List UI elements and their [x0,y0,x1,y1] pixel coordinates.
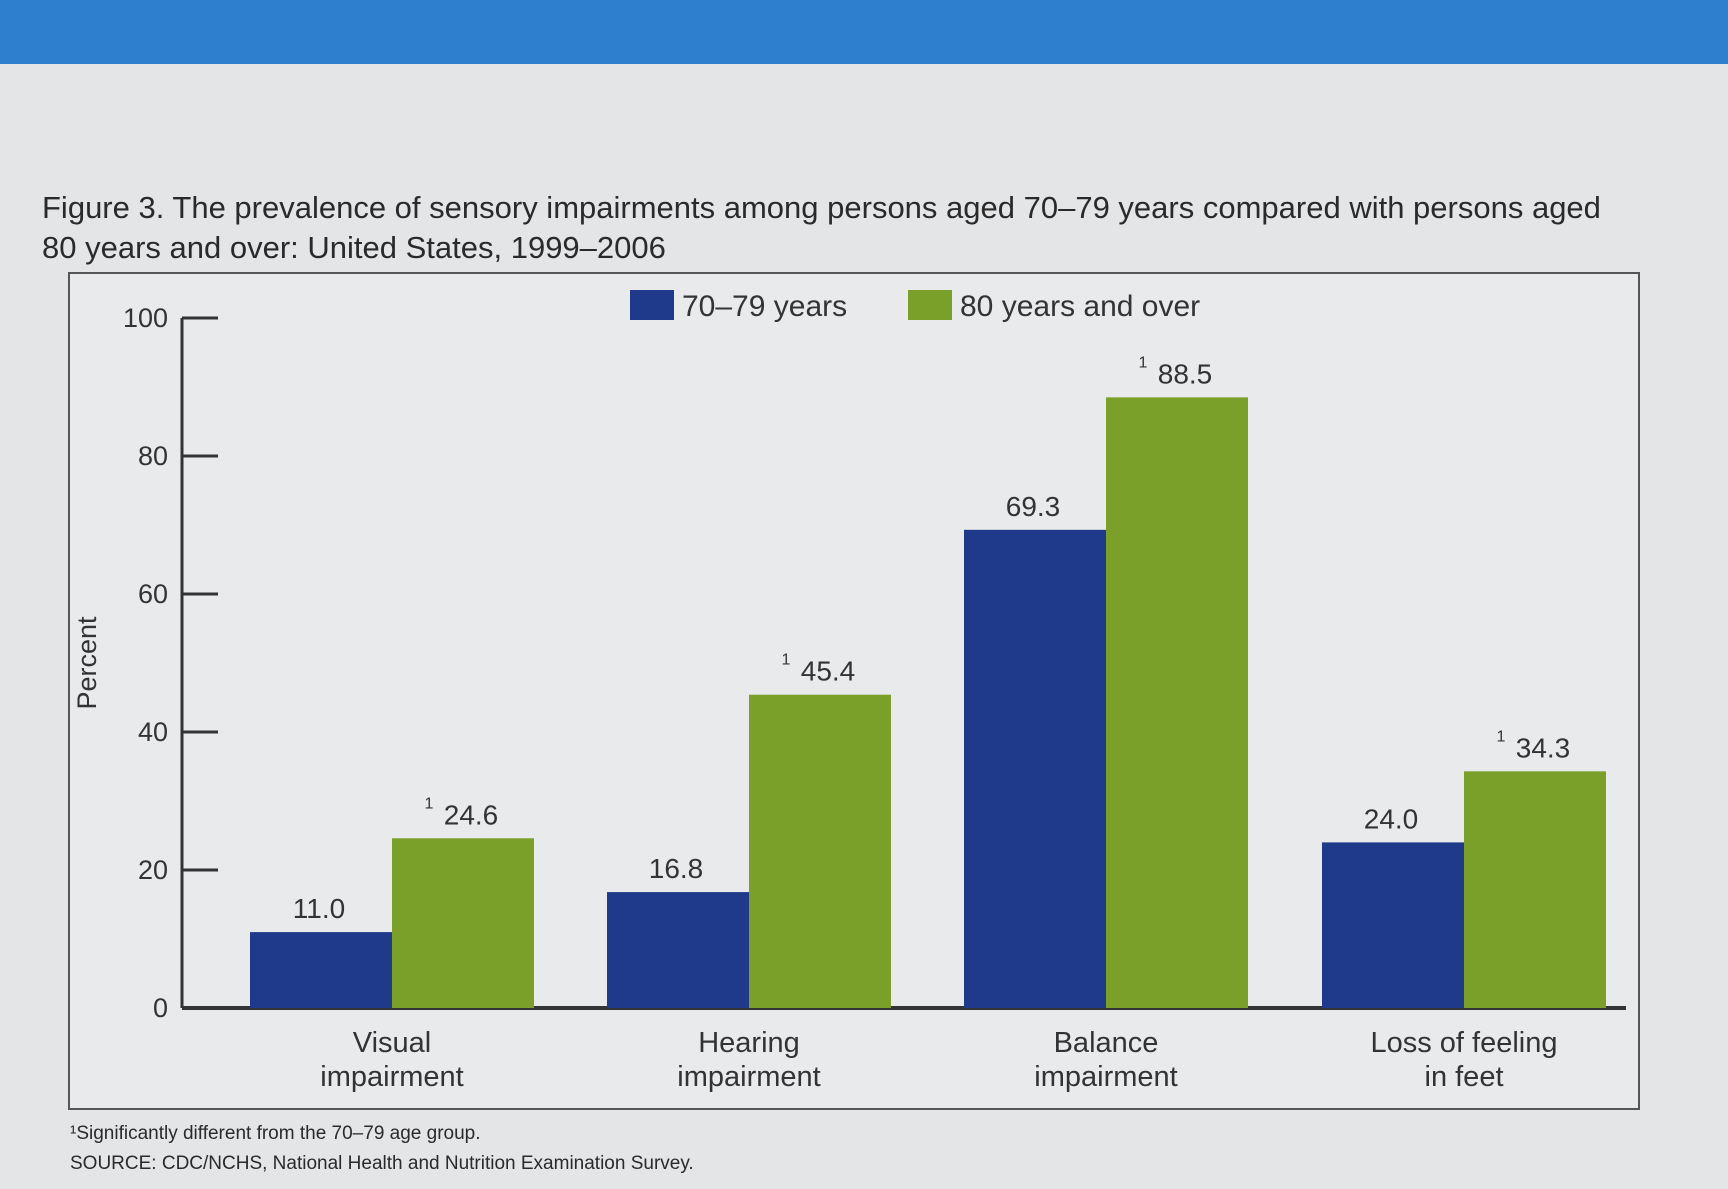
bar-1-2 [607,892,749,1008]
legend-swatch-2 [908,290,952,320]
bar-2-4 [1464,771,1606,1008]
footnote-significance: ¹Significantly different from the 70–79 … [70,1123,481,1144]
y-tick-label: 40 [138,717,168,747]
bar-value-label: 34.3 [1516,732,1571,763]
bar-chart: 0 20 40 60 80 100 Percent 70–79 years 80 years a… [72,290,1626,1093]
significance-marker: 1 [425,795,434,812]
legend-label-1: 70–79 years [682,290,847,323]
legend-swatch-1 [630,290,674,320]
category-label-line: Visual [353,1027,431,1059]
bar-2-3 [1106,397,1248,1009]
significance-marker: 1 [782,652,791,669]
bar-value-label: 16.8 [649,853,704,884]
category-label: Visual impairment [320,1027,463,1093]
legend-label-2: 80 years and over [960,290,1200,323]
bar-value-label: 24.0 [1364,803,1419,834]
footnote-source: SOURCE: CDC/NCHS, National Health and Nu… [70,1153,694,1174]
y-tick-label: 80 [138,441,168,471]
bar-value-label: 69.3 [1006,491,1061,522]
bar-1-4 [1322,842,1464,1008]
category-label: Balance impairment [1034,1027,1177,1093]
bar-2-1 [392,838,534,1008]
bar-1-3 [964,529,1106,1008]
y-tick-label: 60 [138,579,168,609]
category-label-line: in feet [1425,1061,1504,1093]
bar-2-2 [749,694,891,1008]
category-label-line: impairment [320,1061,463,1093]
significance-marker: 1 [1139,354,1148,371]
significance-marker: 1 [1497,728,1506,745]
bar-value-label: 88.5 [1158,358,1213,389]
y-tick-label: 0 [153,993,168,1023]
figure-title: Figure 3. The prevalence of sensory impa… [42,190,1601,265]
bar-1-1 [250,932,392,1008]
y-axis-title: Percent [72,616,102,710]
category-label-line: Loss of feeling [1370,1027,1557,1059]
category-label-line: impairment [1034,1061,1177,1093]
category-label: Hearing impairment [677,1027,820,1093]
bar-value-label: 24.6 [444,799,499,830]
category-label-line: impairment [677,1061,820,1093]
y-tick-label: 20 [138,855,168,885]
category-label-line: Hearing [698,1027,800,1059]
bar-value-label: 45.4 [801,656,856,687]
category-label: Loss of feeling in feet [1370,1027,1557,1093]
top-band [0,0,1728,64]
chart-frame: 0 20 40 60 80 100 Percent 70–79 years 80 years a… [68,272,1640,1110]
y-tick-label: 100 [123,303,168,333]
bar-value-label: 11.0 [293,893,345,924]
category-label-line: Balance [1054,1027,1159,1059]
